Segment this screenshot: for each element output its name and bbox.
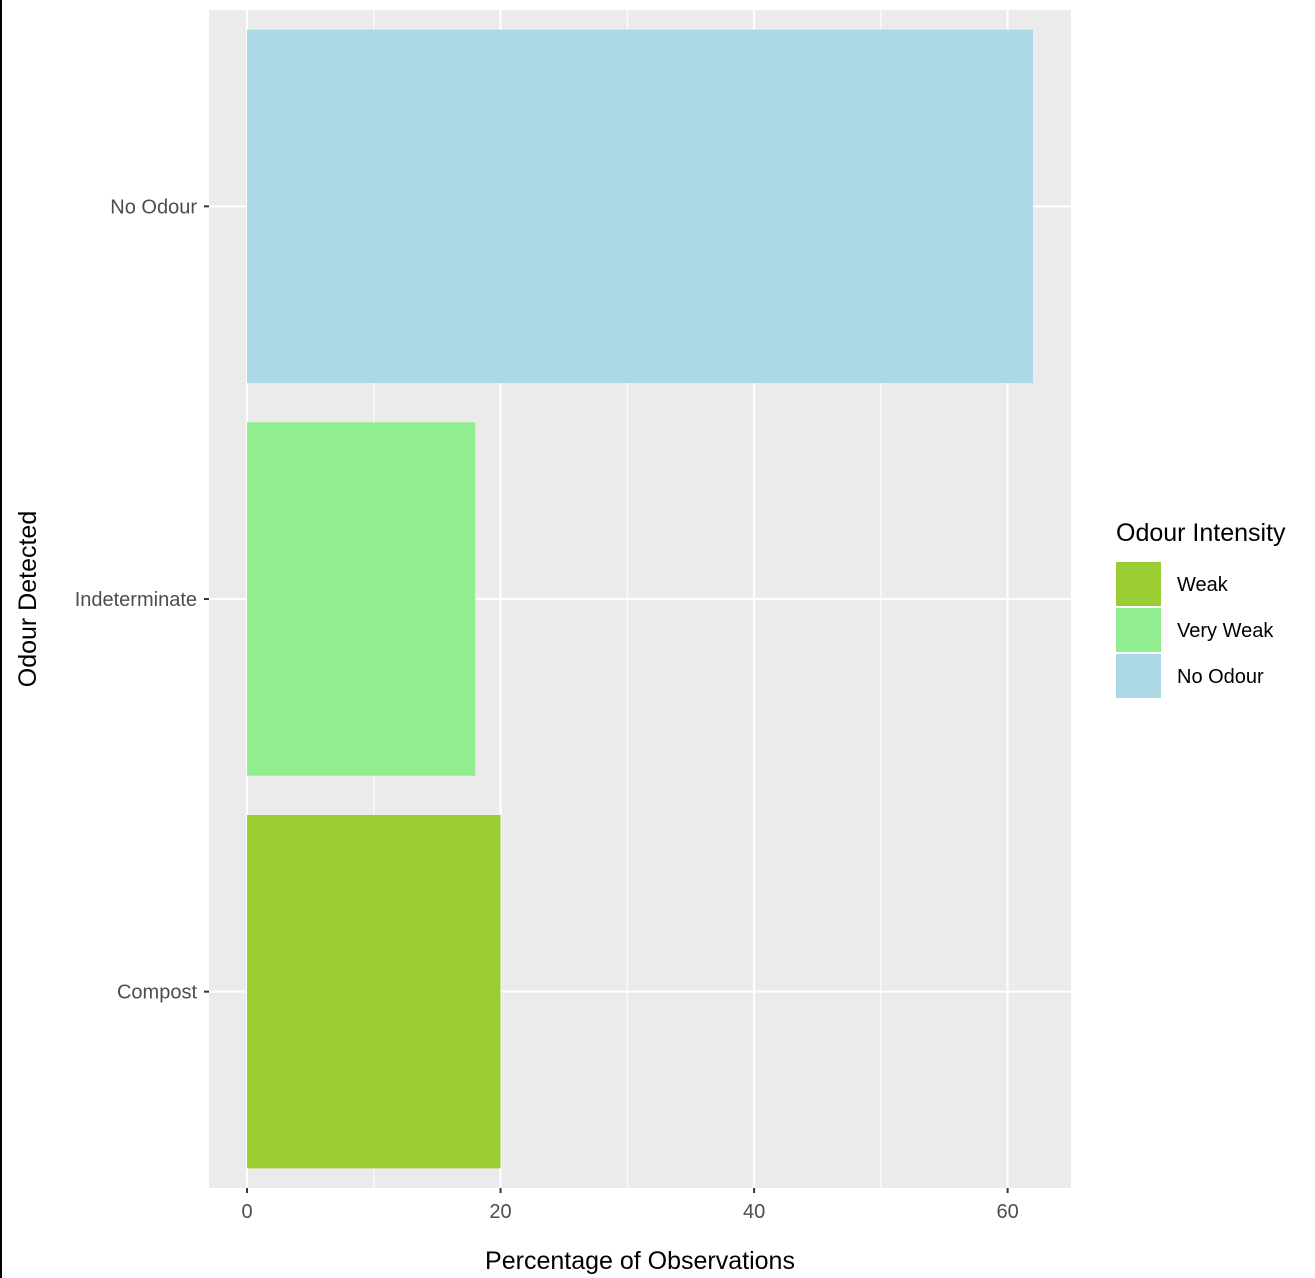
x-axis: 0 20 40 60 [241, 1188, 1019, 1223]
x-tick-label: 0 [241, 1201, 252, 1223]
bar-indeterminate [247, 422, 476, 776]
legend-label: Very Weak [1177, 620, 1274, 642]
bars [247, 29, 1033, 1169]
left-border [0, 0, 2, 1278]
legend-label: Weak [1177, 574, 1229, 596]
y-tick-label: Indeterminate [75, 589, 197, 611]
y-tick-label: No Odour [110, 196, 197, 218]
legend-label: No Odour [1177, 666, 1264, 688]
y-axis: Compost Indeterminate No Odour [75, 196, 209, 1004]
legend-swatch [1116, 654, 1161, 698]
x-tick-label: 60 [996, 1201, 1018, 1223]
x-tick-label: 20 [489, 1201, 511, 1223]
legend-swatch [1116, 608, 1161, 652]
legend-title: Odour Intensity [1116, 519, 1286, 547]
y-tick-label: Compost [117, 982, 197, 1004]
y-axis-title: Odour Detected [14, 511, 42, 688]
x-tick-label: 40 [743, 1201, 765, 1223]
bar-compost [247, 814, 501, 1169]
legend-swatch [1116, 562, 1161, 606]
legend: Odour Intensity Weak Very Weak No Odour [1116, 519, 1286, 698]
x-axis-title: Percentage of Observations [485, 1247, 795, 1275]
bar-no-odour [247, 29, 1033, 384]
